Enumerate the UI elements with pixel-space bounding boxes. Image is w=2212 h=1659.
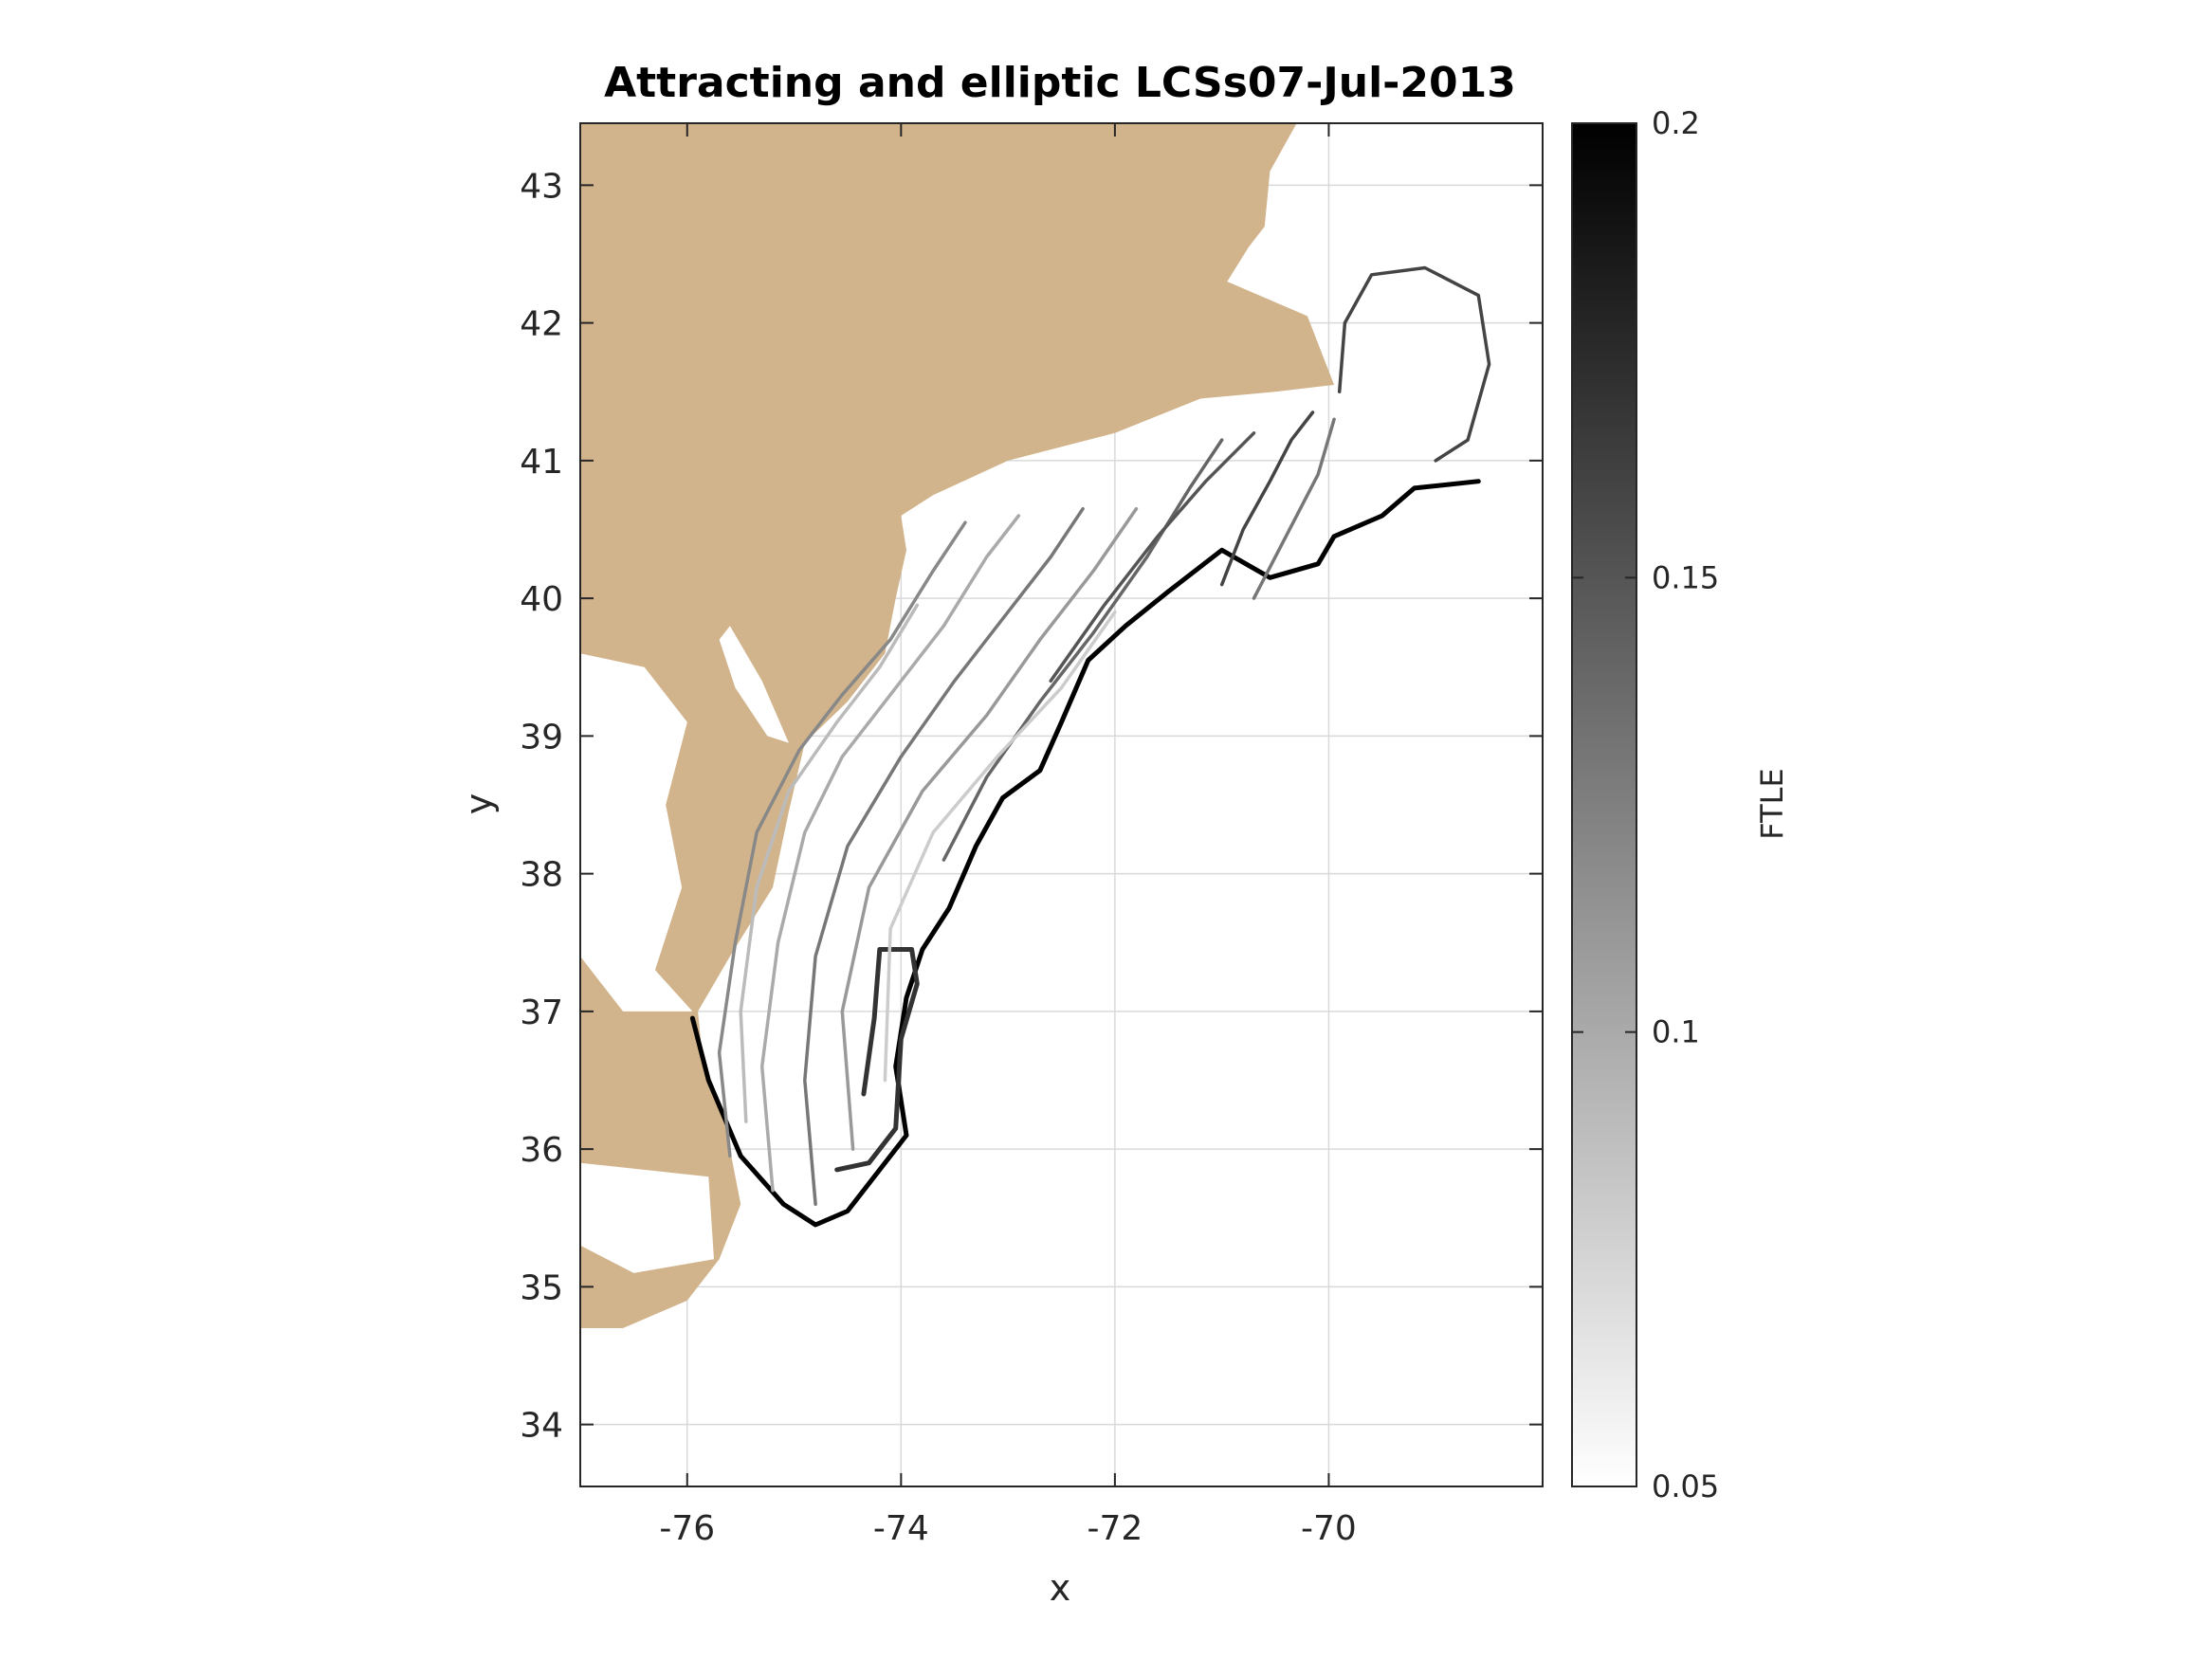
lcs-layer xyxy=(689,265,1491,1228)
colorbar-label: FTLE xyxy=(1754,768,1790,839)
y-tick-label: 42 xyxy=(520,305,563,344)
y-tick-label: 38 xyxy=(520,856,563,895)
chart-title: Attracting and elliptic LCSs07-Jul-2013 xyxy=(604,59,1516,107)
water-inlet-pamlico xyxy=(580,1162,714,1273)
lcs-curve-band-4 xyxy=(840,506,1139,1151)
y-tick-label: 36 xyxy=(520,1131,563,1170)
lcs-curve-band-8 xyxy=(1252,417,1336,600)
y-axis-label: y xyxy=(458,793,500,815)
lcs-curve-band-2 xyxy=(759,514,1021,1193)
colorbar-tick-label: 0.15 xyxy=(1652,559,1719,595)
x-tick-label: -72 xyxy=(1087,1509,1143,1548)
plot-area-frame xyxy=(579,122,1544,1487)
lcs-curve-band-1 xyxy=(717,520,967,1158)
y-tick-label: 43 xyxy=(520,167,563,206)
x-tick-label: -76 xyxy=(659,1509,715,1548)
colorbar xyxy=(1571,122,1637,1487)
water-inlet-delaware xyxy=(719,626,789,743)
colorbar-tick-label: 0.1 xyxy=(1652,1014,1700,1050)
lcs-curve-band-6 xyxy=(1049,431,1256,684)
land-mass xyxy=(580,123,1335,1328)
y-tick-label: 41 xyxy=(520,443,563,482)
x-tick-label: -74 xyxy=(873,1509,929,1548)
lcs-curve-band-9 xyxy=(739,603,920,1123)
colorbar-tick-layer: 0.05 0.1 0.15 0.2 xyxy=(1572,105,1719,1504)
y-tick-label: 39 xyxy=(520,718,563,757)
lcs-curve-band-10 xyxy=(883,610,1117,1083)
x-axis-label: x xyxy=(1050,1567,1071,1609)
y-tick-label: 40 xyxy=(520,580,563,619)
y-tick-label: 35 xyxy=(520,1268,563,1307)
colorbar-tick-label: 0.2 xyxy=(1652,105,1700,141)
lcs-curve-band-3 xyxy=(803,506,1085,1206)
lcs-curve-elliptic-ring xyxy=(1337,265,1491,463)
lcs-curve-band-5 xyxy=(941,438,1224,862)
colorbar-tick-label: 0.05 xyxy=(1652,1468,1719,1504)
water-inlet-chesapeake xyxy=(580,653,693,1012)
x-tick-label: -70 xyxy=(1301,1509,1357,1548)
y-tick-label: 34 xyxy=(520,1407,563,1446)
lcs-curve-band-7 xyxy=(1219,410,1315,587)
lcs-curve-inner-loop-south xyxy=(834,947,920,1173)
land-layer xyxy=(580,123,1335,1328)
tick-layer: -76 -74 -72 -70 34 35 36 37 38 39 40 41 42 43 xyxy=(520,123,1543,1548)
y-tick-label: 37 xyxy=(520,994,563,1032)
lcs-curve-outer-attracting xyxy=(689,479,1481,1228)
